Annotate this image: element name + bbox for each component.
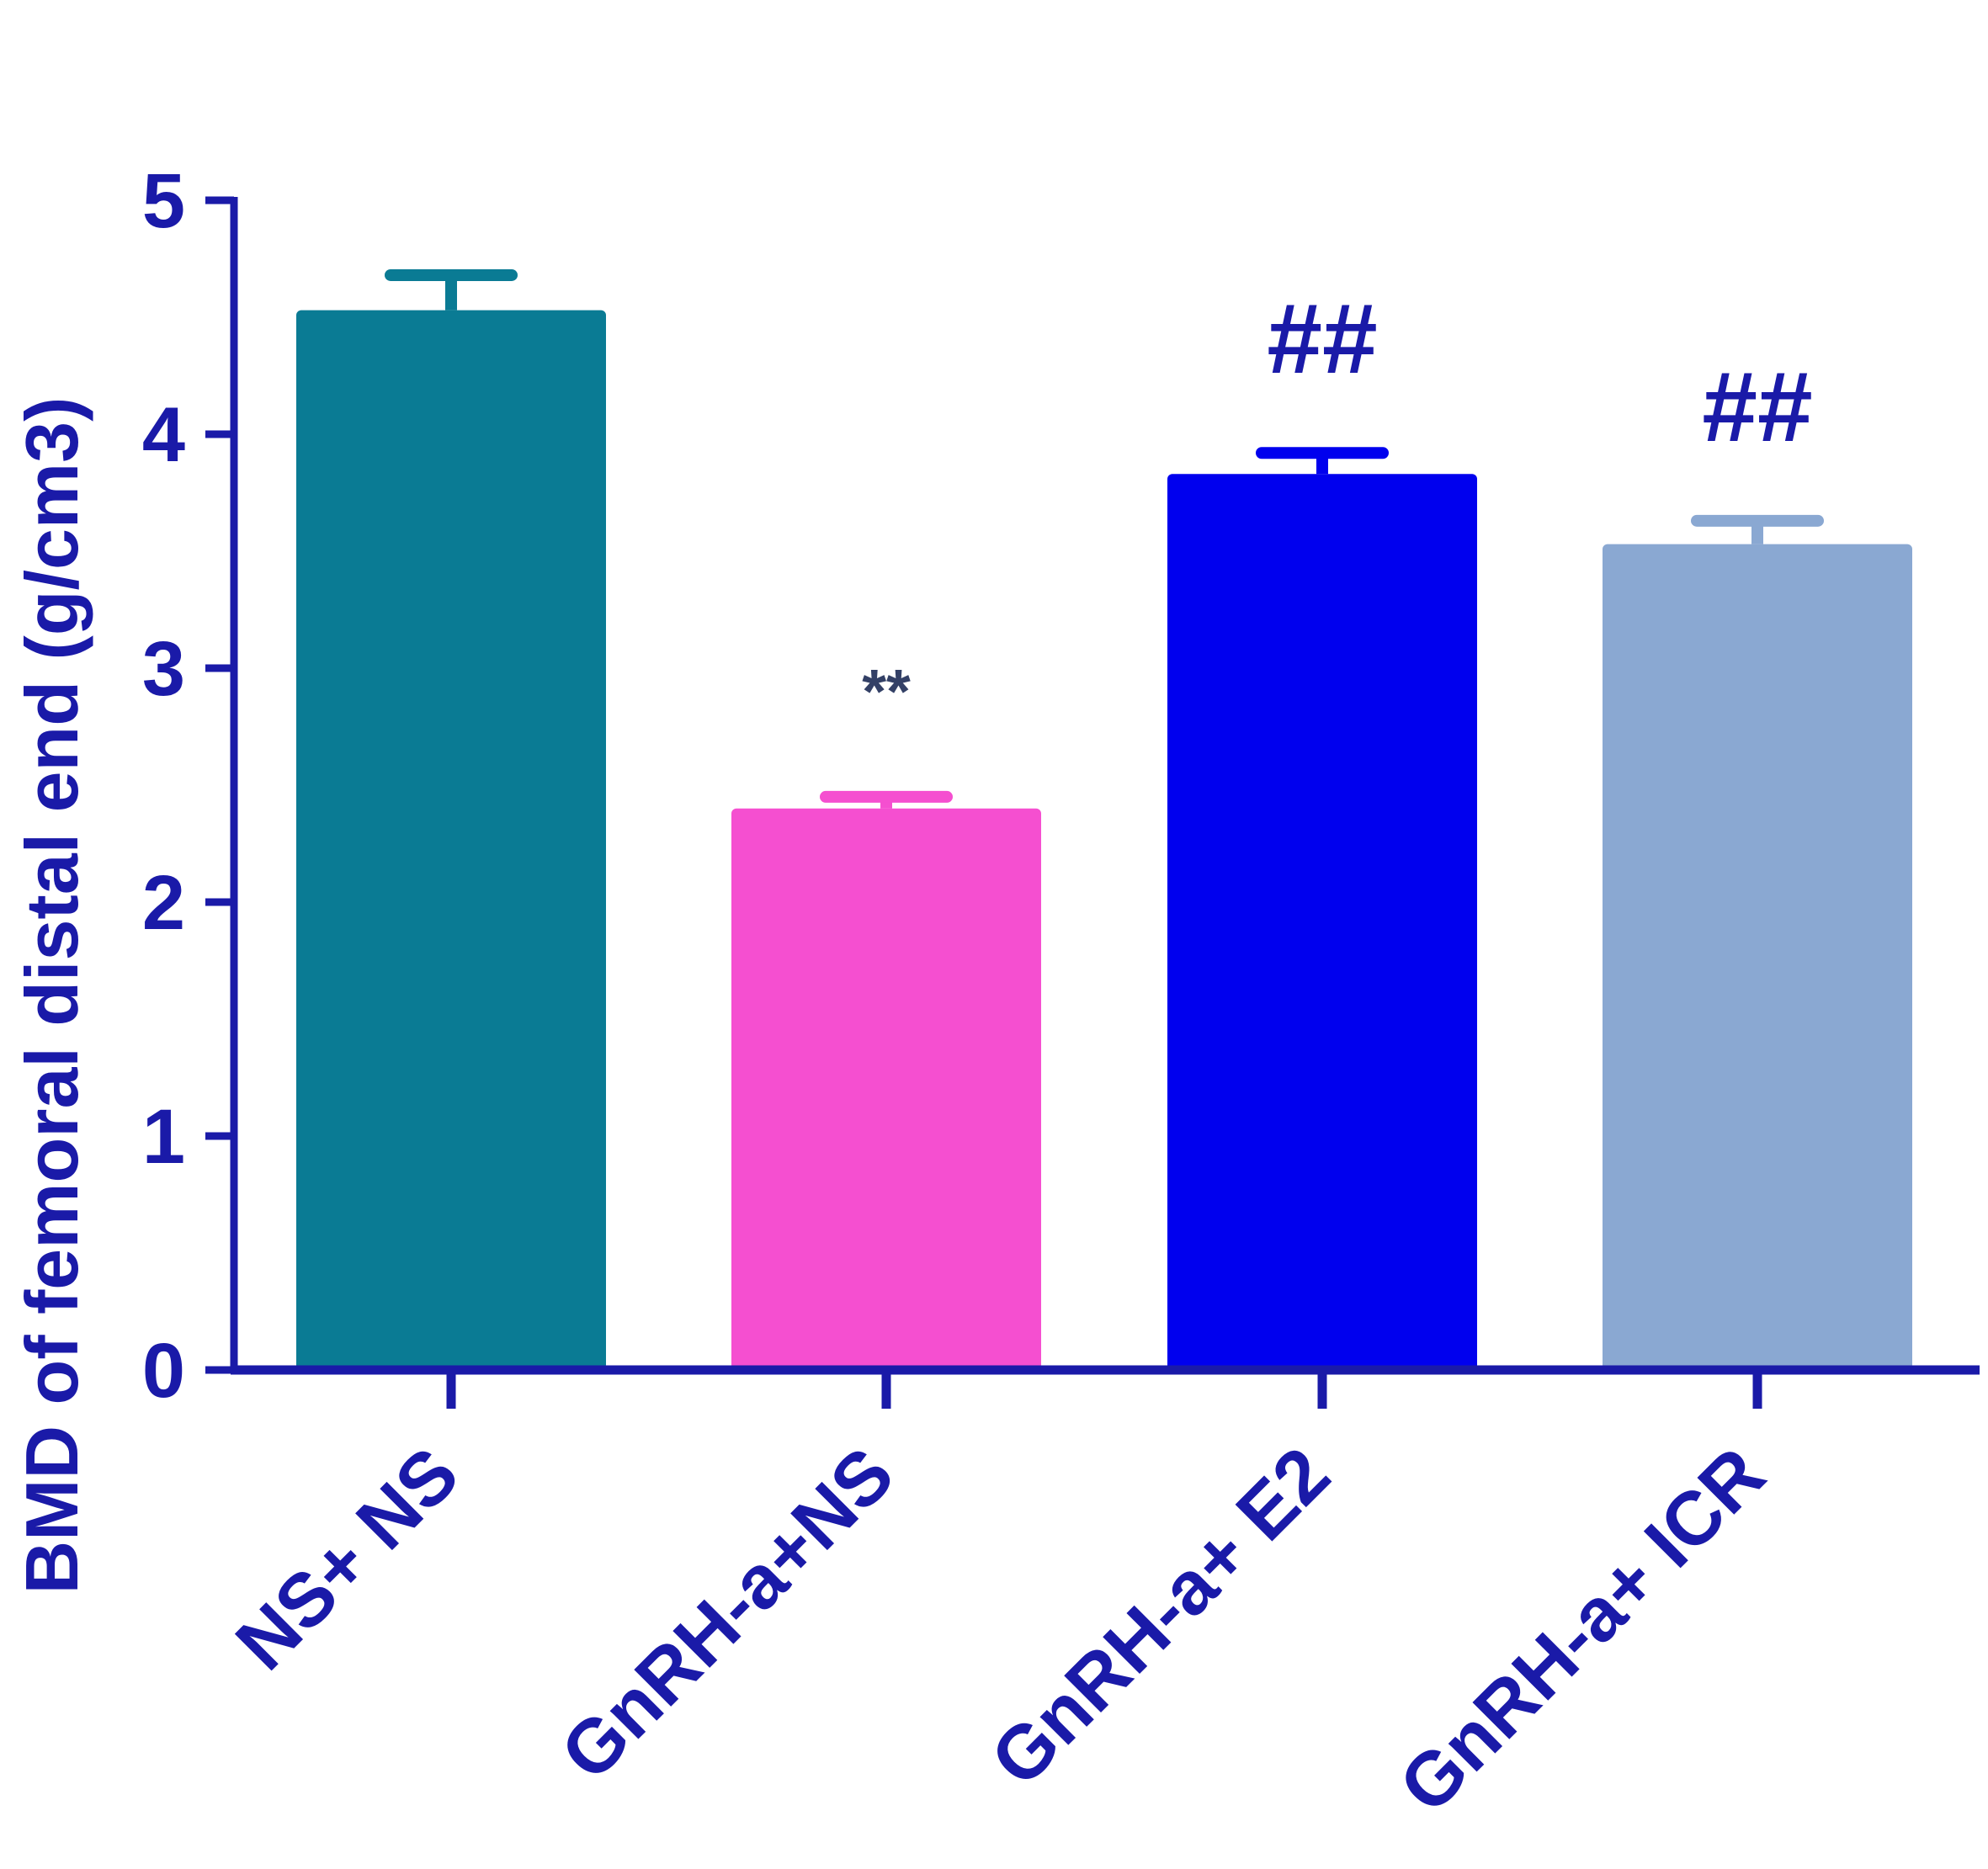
x-tick-label-2: GnRH-a+NS [545, 1431, 910, 1796]
significance-label-3: ## [1267, 284, 1377, 395]
bar-4 [1603, 544, 1912, 1370]
y-tick-label-1: 1 [142, 1094, 185, 1180]
y-tick-label-2: 2 [142, 860, 185, 946]
y-tick-label-3: 3 [142, 626, 185, 712]
y-tick-label-0: 0 [142, 1328, 185, 1414]
x-tick-label-3: GnRH-a+ E2 [975, 1431, 1346, 1802]
x-tick-label-1: NS+ NS [221, 1431, 475, 1686]
significance-label-4: ## [1702, 352, 1812, 463]
bar-1 [296, 310, 606, 1370]
y-tick-label-4: 4 [142, 392, 185, 478]
bar-3 [1167, 474, 1477, 1370]
x-tick-label-4: GnRH-a+ ICR [1384, 1431, 1781, 1829]
y-axis-title: BMD of femoral distal end (g/cm3) [10, 397, 93, 1595]
y-tick-label-5: 5 [142, 158, 185, 244]
bar-2 [731, 808, 1041, 1370]
significance-label-2: ** [862, 656, 911, 726]
